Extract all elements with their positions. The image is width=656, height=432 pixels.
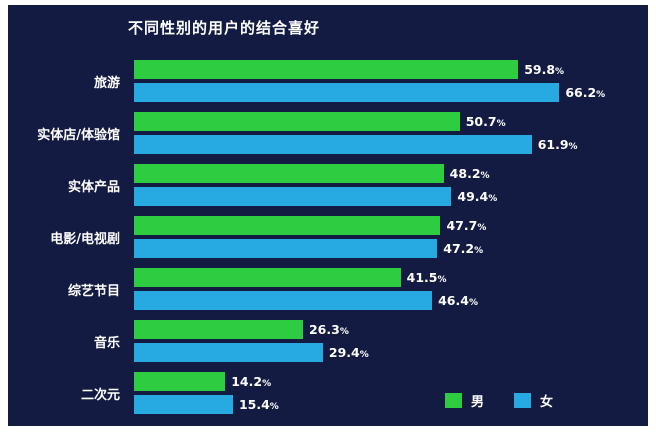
bar-女 [134, 239, 438, 258]
chart-row: 旅游 59.8% 66.2% [8, 55, 648, 107]
bar-男 [134, 320, 303, 339]
chart-row: 综艺节目 41.5% 46.4% [8, 263, 648, 315]
legend-item-男: 男 [444, 391, 484, 410]
bar-line: 41.5% [134, 268, 648, 287]
bar-女 [134, 343, 323, 362]
bar-line: 50.7% [134, 112, 648, 131]
legend-swatch [513, 393, 531, 408]
category-label: 实体产品 [67, 179, 120, 195]
value-label: 14.2% [231, 374, 272, 389]
bar-男 [134, 372, 226, 391]
bar-line: 47.7% [134, 216, 648, 235]
category-label: 音乐 [93, 335, 120, 351]
legend-label: 男 [470, 395, 484, 410]
bar-女 [134, 83, 560, 102]
value-label: 49.4% [457, 189, 498, 204]
bar-line: 46.4% [134, 291, 648, 310]
bar-group: 14.2% 15.4% [120, 372, 648, 414]
bar-group: 59.8% 66.2% [120, 60, 648, 102]
value-label: 59.8% [524, 62, 565, 77]
bar-chart: 旅游 59.8% 66.2% 实体店/体验馆 50.7% 61.9% 实体产品 48.2% 49… [8, 55, 648, 419]
chart-row: 实体产品 48.2% 49.4% [8, 159, 648, 211]
bar-男 [134, 164, 444, 183]
bar-line: 48.2% [134, 164, 648, 183]
bar-line: 59.8% [134, 60, 648, 79]
value-label: 47.2% [443, 241, 484, 256]
category-label: 综艺节目 [67, 283, 120, 299]
bar-女 [134, 187, 452, 206]
bar-line: 66.2% [134, 83, 648, 102]
value-label: 48.2% [449, 166, 490, 181]
legend-swatch [444, 393, 462, 408]
value-label: 26.3% [308, 322, 349, 337]
value-label: 41.5% [406, 270, 447, 285]
bar-男 [134, 60, 519, 79]
bar-group: 50.7% 61.9% [120, 112, 648, 154]
bar-line: 14.2% [134, 372, 648, 391]
bar-group: 41.5% 46.4% [120, 268, 648, 310]
chart-title: 不同性别的用户的结合喜好 [128, 19, 321, 37]
bar-line: 61.9% [134, 135, 648, 154]
bar-group: 26.3% 29.4% [120, 320, 648, 362]
chart-row: 实体店/体验馆 50.7% 61.9% [8, 107, 648, 159]
bar-男 [134, 216, 441, 235]
bar-line: 26.3% [134, 320, 648, 339]
bar-line: 47.2% [134, 239, 648, 258]
legend: 男女 [444, 391, 553, 410]
legend-item-女: 女 [513, 391, 553, 410]
bar-line: 15.4% [134, 395, 648, 414]
legend-label: 女 [539, 395, 553, 410]
bar-女 [134, 135, 532, 154]
category-label: 二次元 [80, 387, 120, 403]
value-label: 15.4% [238, 397, 279, 412]
category-label: 旅游 [93, 75, 120, 91]
bar-group: 48.2% 49.4% [120, 164, 648, 206]
bar-line: 29.4% [134, 343, 648, 362]
bar-group: 47.7% 47.2% [120, 216, 648, 258]
bar-女 [134, 291, 433, 310]
bar-男 [134, 112, 460, 131]
value-label: 46.4% [438, 293, 478, 308]
chart-panel: 不同性别的用户的结合喜好 旅游 59.8% 66.2% 实体店/体验馆 50.7% 61.… [8, 5, 648, 426]
value-label: 66.2% [565, 85, 606, 100]
chart-row: 音乐 26.3% 29.4% [8, 315, 648, 367]
bar-line: 49.4% [134, 187, 648, 206]
bar-男 [134, 268, 401, 287]
chart-row: 二次元 14.2% 15.4% [8, 367, 648, 419]
bar-女 [134, 395, 233, 414]
value-label: 61.9% [537, 137, 578, 152]
value-label: 47.7% [446, 218, 487, 233]
value-label: 29.4% [328, 345, 369, 360]
category-label: 电影/电视剧 [50, 231, 120, 247]
category-label: 实体店/体验馆 [37, 127, 120, 143]
chart-row: 电影/电视剧 47.7% 47.2% [8, 211, 648, 263]
value-label: 50.7% [465, 114, 506, 129]
